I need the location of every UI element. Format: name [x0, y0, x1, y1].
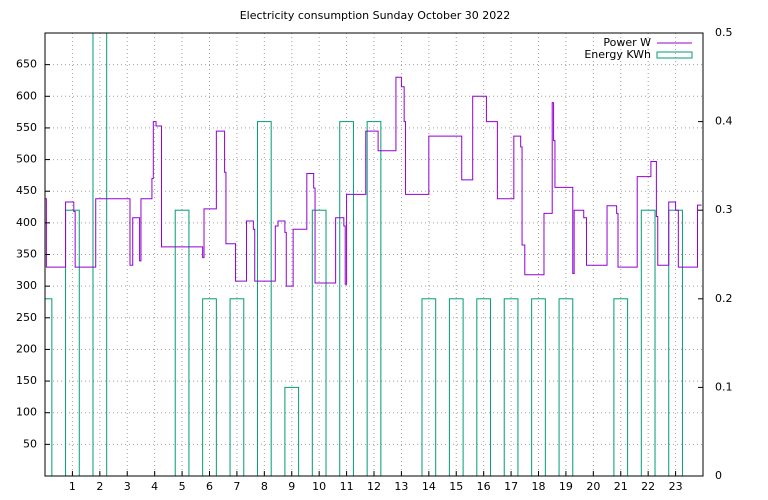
- x-tick-label: 11: [340, 480, 354, 493]
- energy-box: [174, 209, 190, 476]
- y2-tick-label: 0.1: [715, 380, 733, 393]
- legend-label: Energy KWh: [584, 48, 651, 61]
- x-tick-label: 18: [532, 480, 546, 493]
- y-tick-label: 100: [16, 406, 37, 419]
- energy-box: [45, 298, 53, 476]
- x-tick-label: 20: [586, 480, 600, 493]
- y-tick-label: 600: [16, 89, 37, 102]
- x-tick-label: 2: [96, 480, 103, 493]
- energy-box: [65, 209, 80, 476]
- energy-box: [339, 121, 354, 476]
- energy-box: [284, 386, 300, 476]
- x-tick-label: 3: [124, 480, 131, 493]
- y-tick-label: 550: [16, 121, 37, 134]
- x-tick-label: 8: [261, 480, 268, 493]
- x-tick-label: 12: [367, 480, 381, 493]
- x-tick-label: 6: [206, 480, 213, 493]
- plot-area: [45, 33, 702, 476]
- x-tick-label: 4: [151, 480, 158, 493]
- x-tick-label: 14: [422, 480, 436, 493]
- energy-box: [668, 209, 683, 476]
- x-tick-label: 15: [449, 480, 463, 493]
- x-tick-label: 23: [669, 480, 683, 493]
- y2-tick-label: 0.2: [715, 292, 733, 305]
- x-tick-label: 19: [559, 480, 573, 493]
- x-tick-label: 22: [641, 480, 655, 493]
- y-tick-label: 50: [23, 437, 37, 450]
- chart-title: Electricity consumption Sunday October 3…: [240, 9, 511, 22]
- legend-swatch: [656, 51, 693, 59]
- y2-tick-label: 0: [715, 469, 722, 482]
- x-tick-label: 16: [477, 480, 491, 493]
- x-tick-label: 17: [504, 480, 518, 493]
- y-tick-label: 150: [16, 374, 37, 387]
- x-tick-label: 10: [312, 480, 326, 493]
- y2-tick-label: 0.5: [715, 26, 733, 39]
- y-tick-label: 250: [16, 311, 37, 324]
- x-tick-label: 13: [394, 480, 408, 493]
- y-tick-label: 650: [16, 58, 37, 71]
- power-line: [45, 76, 702, 287]
- y-tick-label: 450: [16, 184, 37, 197]
- y-tick-label: 350: [16, 248, 37, 261]
- y-tick-label: 400: [16, 216, 37, 229]
- y-tick-label: 200: [16, 342, 37, 355]
- y2-tick-label: 0.3: [715, 203, 733, 216]
- axes: 1 2 3 4 5 6 7 8 9 10 11 12 13 14 15 16 17 18 19 20 21 22 23501…: [16, 26, 733, 493]
- x-tick-label: 5: [179, 480, 186, 493]
- y-tick-label: 500: [16, 153, 37, 166]
- energy-box: [256, 121, 272, 476]
- y2-tick-label: 0.4: [715, 115, 733, 128]
- x-tick-label: 9: [288, 480, 295, 493]
- y-tick-label: 300: [16, 279, 37, 292]
- energy-box: [640, 209, 656, 476]
- x-tick-label: 1: [69, 480, 76, 493]
- energy-box: [311, 209, 327, 476]
- x-tick-label: 21: [614, 480, 628, 493]
- energy-box: [366, 121, 382, 476]
- legend-label: Power W: [603, 36, 651, 49]
- grid: [45, 33, 703, 476]
- x-tick-label: 7: [233, 480, 240, 493]
